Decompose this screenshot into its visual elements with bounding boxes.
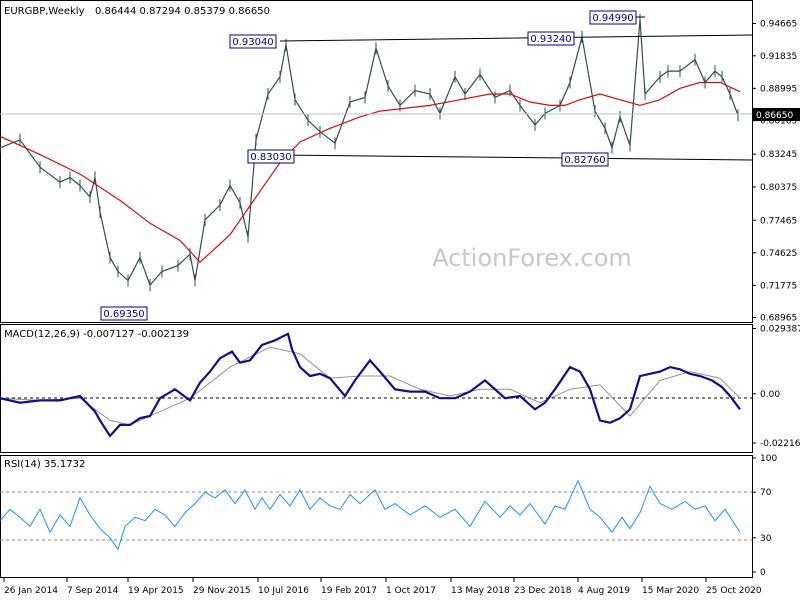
rsi-layer	[0, 479, 741, 551]
annotation-0-93240: 0.93240	[527, 31, 575, 46]
rsi-y-tick-label-3: 0	[760, 568, 766, 578]
macd-y-tick-label-0: 0.029387	[760, 324, 800, 334]
price-y-tick-label-2: 0.88995	[760, 84, 797, 94]
macd-panel-title: MACD(12,26,9) -0.007127 -0.002139	[4, 329, 189, 340]
x-tick-label-6: 1 Oct 2017	[386, 586, 436, 596]
annotation-0-82760: 0.82760	[561, 152, 609, 167]
watermark: ActionForex.com	[432, 244, 632, 272]
x-tick-label-7: 13 May 2018	[451, 586, 510, 596]
macd-main-line	[0, 332, 741, 438]
moving-average-line	[0, 81, 741, 264]
x-tick-label-5: 19 Feb 2017	[321, 586, 377, 596]
macd-layer	[0, 332, 741, 438]
svg-text:0.94990: 0.94990	[592, 13, 633, 24]
channel-lower-line	[279, 154, 753, 161]
x-tick-label-2: 19 Apr 2015	[128, 586, 184, 596]
x-tick-label-3: 29 Nov 2015	[193, 586, 251, 596]
rsi-line	[0, 479, 741, 551]
price-y-tick-label-9: 0.68965	[760, 314, 797, 324]
rsi-y-axis: 100 70 30 0	[752, 454, 777, 578]
price-y-tick-label-3: 0.86165	[760, 117, 797, 127]
annotation-0-83030: 0.83030	[247, 149, 295, 164]
macd-y-axis: 0.029387 0.00 -0.022161	[752, 324, 800, 449]
price-y-tick-label-5: 0.80375	[760, 183, 797, 193]
svg-text:0.93040: 0.93040	[232, 37, 273, 48]
price-y-tick-label-6: 0.77465	[760, 216, 797, 226]
rsi-y-tick-label-0: 100	[760, 454, 777, 464]
x-tick-label-8: 23 Dec 2018	[514, 586, 572, 596]
price-y-tick-label-7: 0.74625	[760, 249, 797, 259]
price-y-tick-label-1: 0.91835	[760, 52, 797, 62]
svg-text:0.69350: 0.69350	[103, 309, 144, 320]
price-series-line	[0, 19, 739, 287]
price-panel-title: EURGBP,Weekly	[4, 6, 85, 17]
macd-y-tick-label-1: 0.00	[760, 390, 780, 400]
svg-text:0.83030: 0.83030	[250, 152, 291, 163]
x-tick-label-1: 7 Sep 2014	[67, 586, 119, 596]
svg-text:0.93240: 0.93240	[530, 34, 571, 45]
price-layer	[0, 13, 741, 292]
price-y-axis: 0.94665 0.91835 0.88995 0.86165 0.83245 0.803…	[752, 19, 797, 324]
svg-text:0.86650: 0.86650	[756, 111, 793, 121]
x-tick-label-10: 15 Mar 2020	[642, 586, 699, 596]
macd-panel-frame	[0, 324, 753, 453]
x-tick-label-0: 26 Jan 2014	[4, 586, 58, 596]
rsi-panel-title: RSI(14) 35.1732	[4, 459, 85, 470]
x-tick-label-9: 4 Aug 2019	[578, 586, 630, 596]
x-tick-label-11: 25 Oct 2020	[706, 586, 762, 596]
x-axis: 26 Jan 2014 7 Sep 2014 19 Apr 2015 29 Nov 2…	[3, 577, 762, 596]
price-y-tick-label-8: 0.71775	[760, 281, 797, 291]
price-panel-frame	[0, 0, 753, 323]
x-tick-label-4: 10 Jul 2016	[258, 586, 309, 596]
annotation-0-94990: 0.94990	[589, 10, 637, 25]
channel-upper-line	[279, 34, 753, 42]
price-ohlc-readout: 0.86444 0.87294 0.85379 0.86650	[95, 6, 270, 17]
annotation-0-69350: 0.69350	[100, 306, 148, 321]
rsi-panel-frame	[0, 455, 753, 578]
rsi-y-tick-label-2: 30	[760, 534, 772, 544]
price-y-tick-label-0: 0.94665	[760, 19, 797, 29]
price-y-tick-label-4: 0.83245	[760, 150, 797, 160]
rsi-y-tick-label-1: 70	[760, 488, 772, 498]
current-price-label: 0.86650	[753, 108, 800, 121]
annotation-0-93040: 0.93040	[229, 34, 277, 49]
macd-y-tick-label-2: -0.022161	[760, 439, 800, 449]
svg-text:0.82760: 0.82760	[564, 155, 605, 166]
